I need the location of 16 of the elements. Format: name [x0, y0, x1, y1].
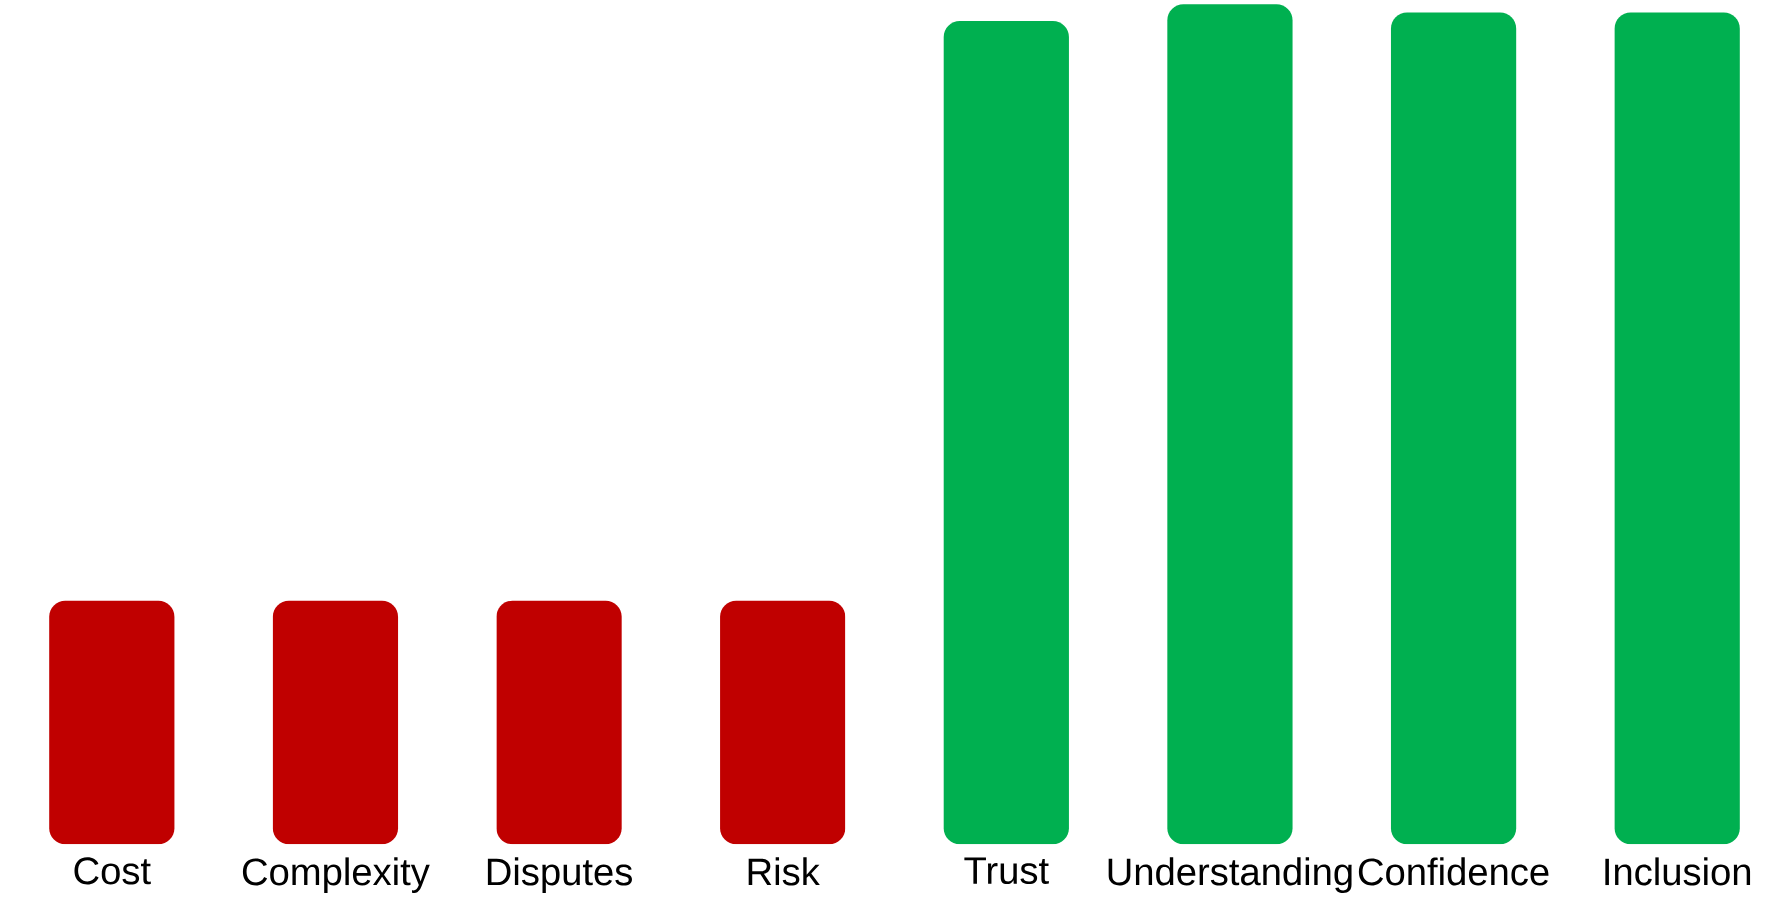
bar [1390, 12, 1517, 845]
x-tick-label: Cost [74, 857, 151, 885]
x-tick-label: Risk [748, 857, 820, 886]
bar [720, 600, 846, 845]
x-tick-label: Trust [964, 857, 1049, 885]
bar [49, 600, 175, 845]
bar [1614, 12, 1740, 845]
x-tick-label: Complexity [242, 857, 430, 894]
x-tick-label: Confidence [1358, 857, 1549, 886]
bar [943, 21, 1069, 845]
x-tick-label: Inclusion [1605, 857, 1751, 886]
x-tick-label: Understanding [1108, 857, 1352, 894]
bar [272, 600, 399, 845]
x-tick-label: Disputes [487, 857, 632, 894]
bar [1167, 4, 1293, 845]
bar [496, 600, 622, 845]
